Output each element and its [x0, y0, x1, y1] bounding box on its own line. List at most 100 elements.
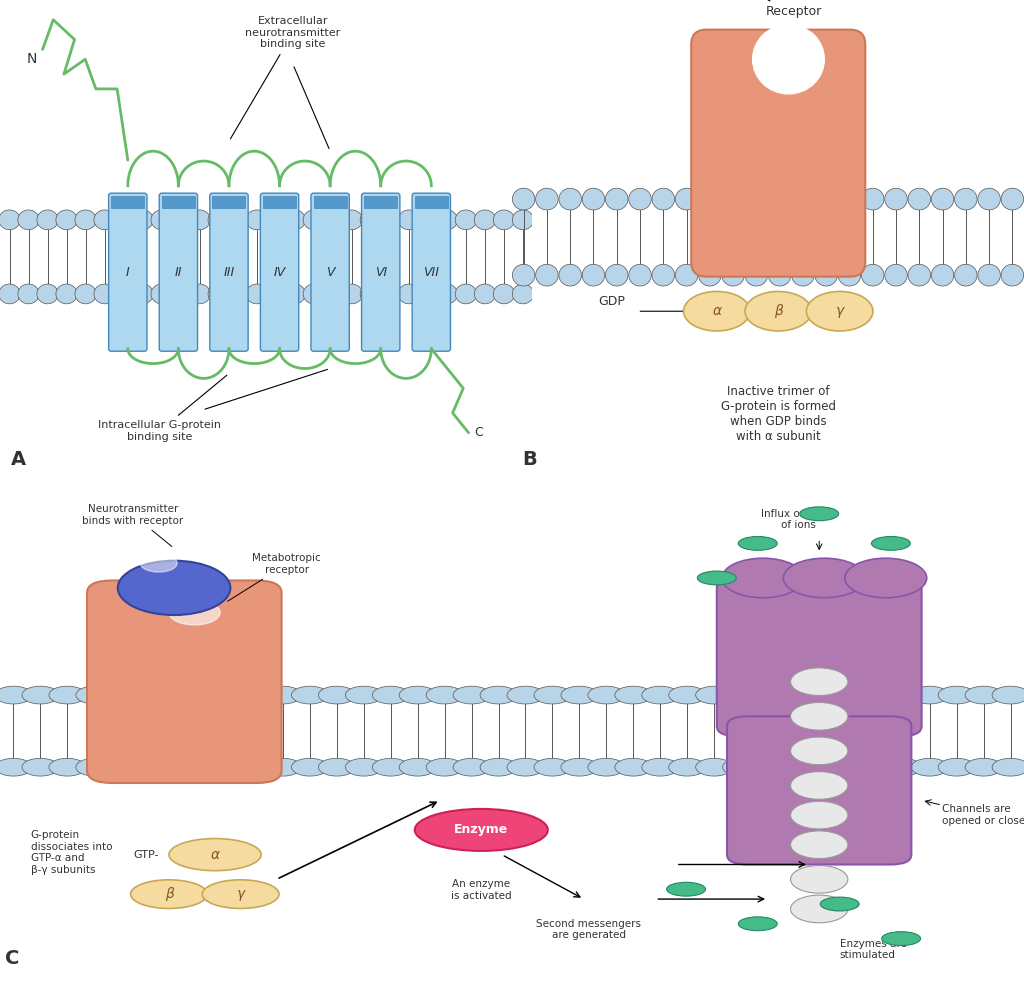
Circle shape — [264, 759, 301, 777]
Circle shape — [102, 686, 139, 703]
Circle shape — [75, 210, 96, 230]
Circle shape — [480, 759, 517, 777]
Circle shape — [722, 558, 804, 598]
Text: GDP: GDP — [598, 294, 625, 308]
Circle shape — [512, 264, 535, 287]
Circle shape — [102, 759, 139, 777]
Circle shape — [0, 285, 20, 304]
Ellipse shape — [800, 507, 839, 521]
Circle shape — [669, 759, 706, 777]
Text: Enzyme: Enzyme — [455, 823, 508, 837]
Circle shape — [140, 554, 177, 572]
Bar — [112, 196, 144, 208]
FancyBboxPatch shape — [717, 578, 922, 736]
Circle shape — [323, 285, 343, 304]
Circle shape — [698, 264, 721, 287]
Text: C: C — [474, 426, 482, 440]
Circle shape — [474, 285, 496, 304]
Circle shape — [652, 188, 675, 210]
Circle shape — [534, 686, 570, 703]
Ellipse shape — [871, 536, 910, 550]
Text: N: N — [27, 52, 37, 66]
Circle shape — [857, 759, 894, 777]
Text: Intracellular G-protein
binding site: Intracellular G-protein binding site — [98, 375, 227, 442]
Circle shape — [642, 686, 679, 703]
Circle shape — [885, 188, 907, 210]
Circle shape — [861, 264, 884, 287]
Circle shape — [792, 264, 814, 287]
Bar — [263, 196, 296, 208]
Circle shape — [379, 285, 400, 304]
Circle shape — [776, 686, 813, 703]
Circle shape — [0, 759, 32, 777]
Circle shape — [768, 264, 791, 287]
Circle shape — [132, 285, 154, 304]
Ellipse shape — [667, 882, 706, 896]
Text: Enzymes are
stimulated: Enzymes are stimulated — [840, 939, 906, 960]
Text: GTP-: GTP- — [133, 850, 159, 860]
Circle shape — [456, 285, 476, 304]
Circle shape — [507, 686, 544, 703]
Circle shape — [211, 686, 248, 703]
Circle shape — [861, 188, 884, 210]
Circle shape — [605, 264, 628, 287]
Bar — [212, 196, 246, 208]
Text: I: I — [126, 266, 130, 279]
Circle shape — [804, 759, 841, 777]
Circle shape — [399, 686, 436, 703]
Circle shape — [792, 188, 814, 210]
Circle shape — [292, 759, 329, 777]
Circle shape — [588, 759, 625, 777]
Circle shape — [417, 285, 438, 304]
Text: Neurotransmitter
binds with receptor: Neurotransmitter binds with receptor — [83, 504, 183, 546]
Circle shape — [360, 210, 382, 230]
Circle shape — [723, 759, 760, 777]
Circle shape — [629, 188, 651, 210]
Circle shape — [456, 210, 476, 230]
Ellipse shape — [807, 291, 872, 331]
Circle shape — [208, 210, 229, 230]
Circle shape — [169, 600, 220, 625]
Text: An enzyme
is activated: An enzyme is activated — [451, 879, 512, 901]
Circle shape — [37, 285, 58, 304]
Circle shape — [804, 686, 841, 703]
Circle shape — [49, 759, 86, 777]
Circle shape — [373, 759, 410, 777]
Circle shape — [791, 895, 848, 923]
Text: VII: VII — [423, 266, 439, 279]
Circle shape — [170, 210, 191, 230]
Circle shape — [536, 264, 558, 287]
Circle shape — [675, 264, 697, 287]
FancyBboxPatch shape — [159, 194, 198, 352]
Circle shape — [695, 759, 732, 777]
FancyBboxPatch shape — [691, 30, 865, 277]
Ellipse shape — [745, 291, 811, 331]
Circle shape — [17, 285, 39, 304]
Circle shape — [753, 25, 824, 94]
Circle shape — [839, 188, 861, 210]
Circle shape — [170, 285, 191, 304]
Circle shape — [791, 831, 848, 859]
Circle shape — [379, 210, 400, 230]
Circle shape — [345, 759, 382, 777]
Circle shape — [494, 285, 515, 304]
Circle shape — [151, 285, 172, 304]
Circle shape — [75, 285, 96, 304]
Circle shape — [605, 188, 628, 210]
Text: γ: γ — [237, 887, 245, 901]
Circle shape — [17, 210, 39, 230]
Circle shape — [113, 285, 134, 304]
Circle shape — [845, 558, 927, 598]
Circle shape — [669, 686, 706, 703]
Circle shape — [559, 264, 582, 287]
Circle shape — [791, 801, 848, 829]
Circle shape — [426, 686, 463, 703]
Circle shape — [559, 188, 582, 210]
FancyBboxPatch shape — [361, 194, 400, 352]
Text: IV: IV — [273, 266, 286, 279]
Ellipse shape — [131, 879, 207, 909]
Circle shape — [417, 210, 438, 230]
Circle shape — [776, 759, 813, 777]
Circle shape — [722, 264, 744, 287]
Circle shape — [791, 668, 848, 696]
